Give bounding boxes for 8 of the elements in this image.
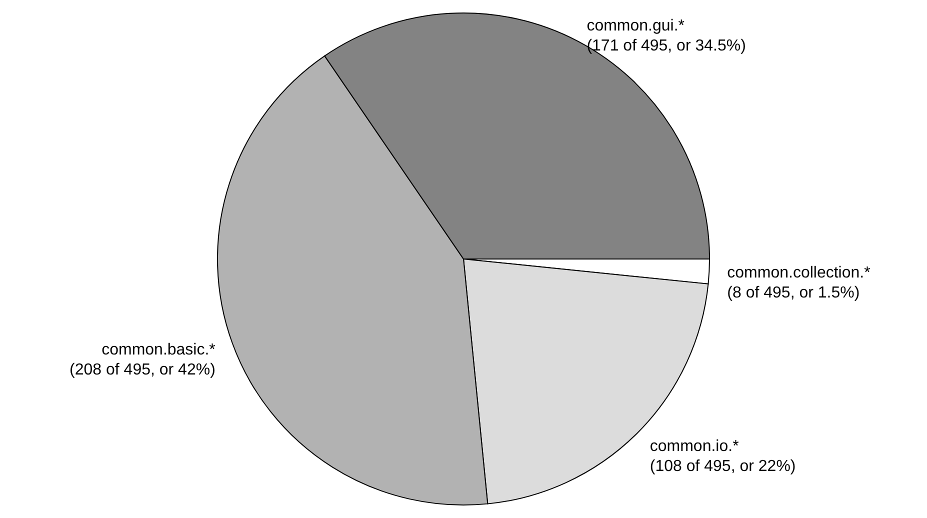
data-label: (8 of 495, or 1.5%) [727,284,860,302]
data-label: (208 of 495, or 42%) [70,361,216,378]
data-label: (108 of 495, or 22%) [650,458,796,475]
slice-label: common.gui.* [586,18,685,35]
slice-label: common.collection.* [727,264,870,282]
slice-label: common.io.* [650,438,739,455]
data-label: (171 of 495, or 34.5%) [586,38,746,55]
slice-label: common.basic.* [102,341,216,358]
